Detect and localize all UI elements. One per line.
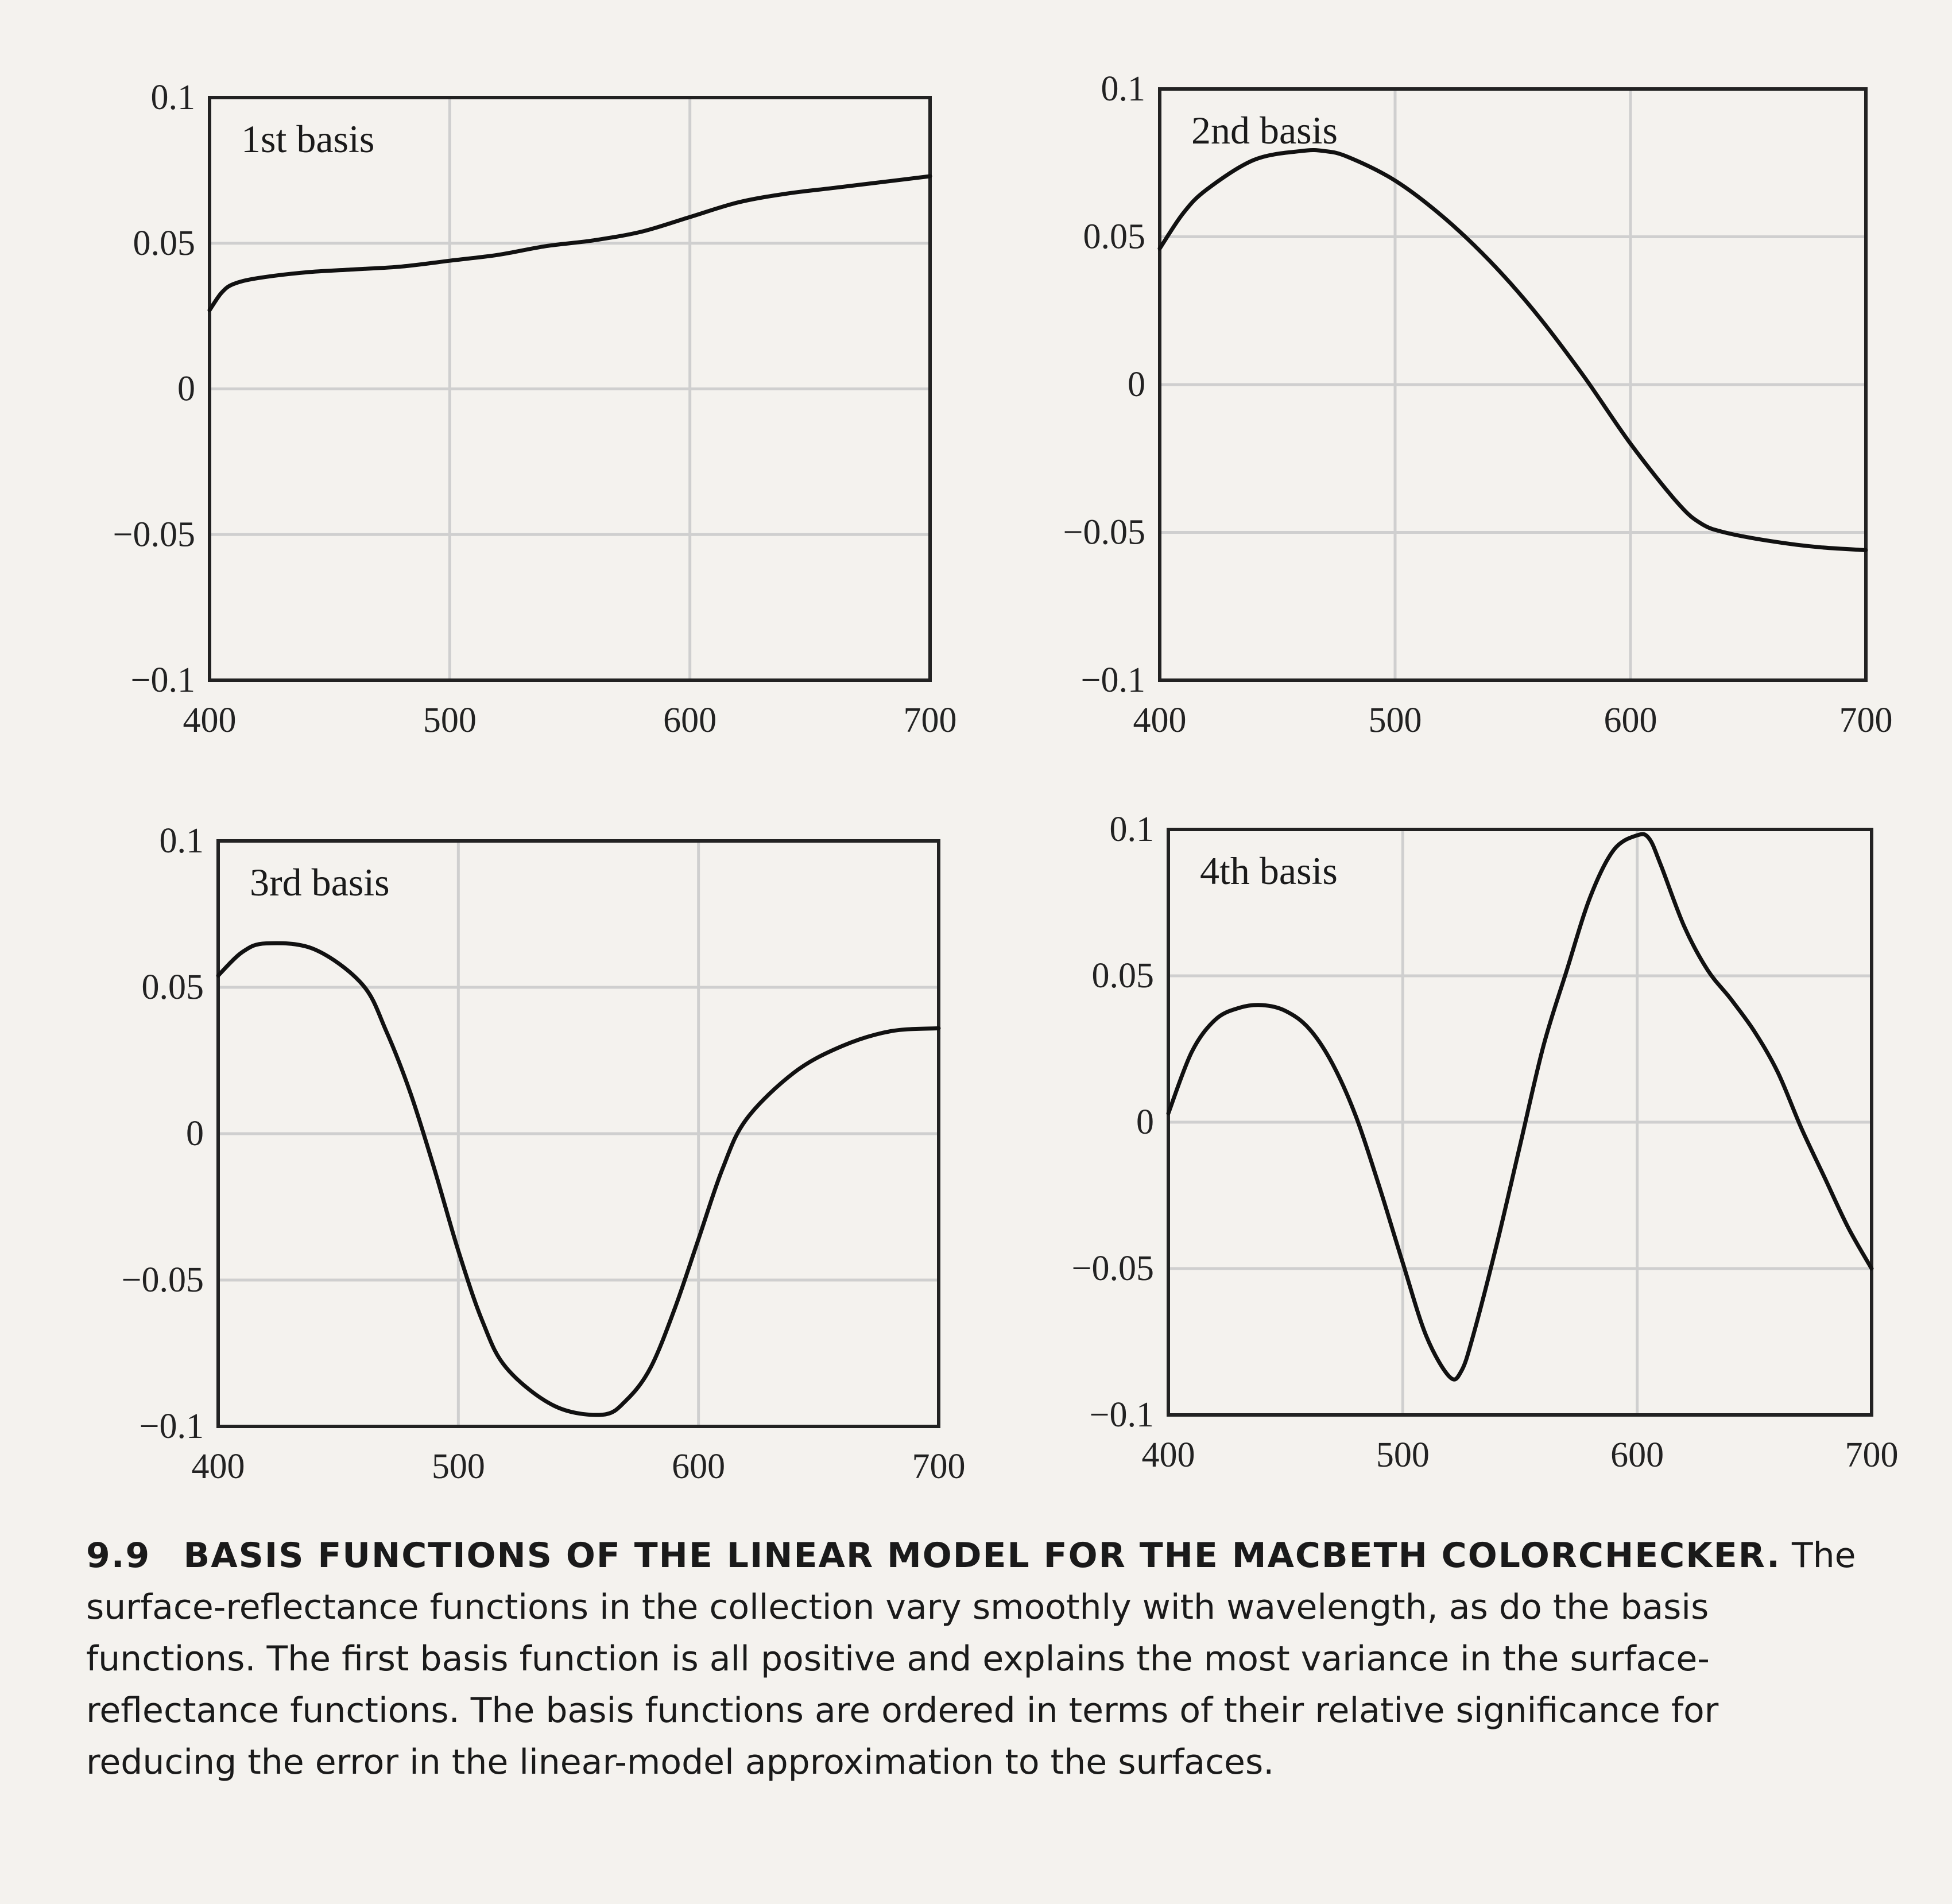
x-tick-label: 500 [432, 1447, 485, 1486]
x-tick-label: 700 [1845, 1436, 1899, 1475]
basis-panel-2: 400 500 600 700 0.1 0.05 0 −0.05 −0.1 2nd basis [1063, 69, 1893, 740]
x-tick-label: 400 [1133, 701, 1187, 740]
panel-title: 2nd basis [1191, 108, 1338, 152]
plot-frame [216, 839, 940, 1428]
y-tick-label: −0.05 [122, 1261, 204, 1300]
x-tick-label: 400 [183, 701, 237, 740]
basis-curve [1166, 832, 1874, 1382]
basis-panel-4: 400 500 600 700 0.1 0.05 0 −0.05 −0.1 4th basis [1072, 810, 1899, 1475]
y-tick-label: 0 [177, 370, 195, 409]
x-tick-label: 700 [1839, 701, 1893, 740]
y-tick-label: 0.1 [1110, 810, 1155, 849]
y-tick-label: −0.05 [1072, 1249, 1154, 1288]
y-tick-label: 0.1 [1101, 69, 1146, 108]
y-tick-label: 0.1 [160, 821, 204, 860]
panel-title: 4th basis [1200, 849, 1338, 893]
y-tick-label: −0.1 [140, 1407, 204, 1446]
y-tick-label: −0.1 [131, 661, 195, 700]
y-tick-label: 0.05 [1083, 218, 1146, 257]
y-tick-label: −0.05 [113, 515, 195, 554]
x-tick-label: 600 [1610, 1436, 1664, 1475]
y-tick-label: −0.05 [1063, 513, 1145, 552]
x-tick-label: 500 [1376, 1436, 1430, 1475]
y-tick-label: 0 [186, 1114, 204, 1153]
y-tick-label: 0.1 [151, 78, 196, 117]
x-tick-label: 600 [663, 701, 716, 740]
caption-title: BASIS FUNCTIONS OF THE LINEAR MODEL FOR … [183, 1535, 1781, 1576]
x-tick-label: 600 [1604, 701, 1657, 740]
caption-text: The surface-reflectance functions in the… [86, 1535, 1856, 1782]
y-tick-label: −0.1 [1081, 661, 1145, 700]
plot-frame [1167, 828, 1873, 1417]
y-tick-label: 0.05 [142, 968, 204, 1007]
x-tick-label: 400 [1142, 1436, 1195, 1475]
caption-number: 9.9 [86, 1535, 151, 1576]
figure-caption: 9.9 BASIS FUNCTIONS OF THE LINEAR MODEL … [86, 1530, 1877, 1788]
basis-panel-1: 400 500 600 700 0.1 0.05 0 −0.05 −0.1 1st basis [113, 78, 957, 740]
basis-curve [207, 174, 932, 312]
y-tick-label: 0 [1136, 1103, 1154, 1142]
y-tick-label: 0.05 [1092, 956, 1155, 995]
basis-curve [216, 941, 941, 1417]
basis-curve [1157, 148, 1868, 552]
x-tick-label: 400 [192, 1447, 245, 1486]
panel-title: 3rd basis [250, 860, 390, 904]
y-tick-label: 0.05 [133, 224, 196, 263]
panel-title: 1st basis [241, 117, 374, 161]
plot-frame [208, 96, 932, 682]
x-tick-label: 600 [672, 1447, 725, 1486]
basis-panel-3: 400 500 600 700 0.1 0.05 0 −0.05 −0.1 3rd basis [122, 821, 966, 1486]
y-tick-label: −0.1 [1090, 1395, 1154, 1434]
x-tick-label: 700 [904, 701, 957, 740]
x-tick-label: 500 [1369, 701, 1422, 740]
y-tick-label: 0 [1128, 365, 1145, 404]
x-tick-label: 700 [912, 1447, 966, 1486]
plot-frame [1158, 87, 1868, 682]
x-tick-label: 500 [423, 701, 477, 740]
